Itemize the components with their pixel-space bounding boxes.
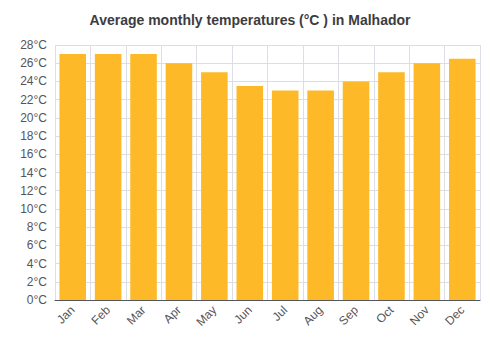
svg-text:16°C: 16°C bbox=[20, 147, 47, 161]
svg-text:24°C: 24°C bbox=[20, 74, 47, 88]
svg-text:Mar: Mar bbox=[124, 303, 149, 327]
svg-text:Apr: Apr bbox=[161, 303, 184, 326]
svg-text:2°C: 2°C bbox=[27, 275, 47, 289]
svg-text:20°C: 20°C bbox=[20, 111, 47, 125]
svg-text:Average monthly temperatures (: Average monthly temperatures (°C ) in Ma… bbox=[90, 12, 411, 28]
svg-text:14°C: 14°C bbox=[20, 166, 47, 180]
svg-text:6°C: 6°C bbox=[27, 238, 47, 252]
svg-text:12°C: 12°C bbox=[20, 184, 47, 198]
svg-text:Aug: Aug bbox=[301, 303, 326, 328]
svg-text:Nov: Nov bbox=[407, 303, 432, 328]
svg-text:8°C: 8°C bbox=[27, 220, 47, 234]
svg-text:Dec: Dec bbox=[442, 303, 467, 328]
svg-text:22°C: 22°C bbox=[20, 93, 47, 107]
svg-text:Feb: Feb bbox=[89, 303, 114, 328]
svg-text:May: May bbox=[193, 303, 219, 329]
svg-text:Jan: Jan bbox=[54, 303, 78, 327]
svg-text:26°C: 26°C bbox=[20, 56, 47, 70]
svg-text:28°C: 28°C bbox=[20, 38, 47, 52]
svg-text:18°C: 18°C bbox=[20, 129, 47, 143]
svg-text:Jun: Jun bbox=[231, 303, 255, 327]
svg-text:4°C: 4°C bbox=[27, 257, 47, 271]
svg-text:0°C: 0°C bbox=[27, 293, 47, 307]
svg-text:Oct: Oct bbox=[373, 303, 397, 327]
svg-text:Jul: Jul bbox=[269, 303, 290, 324]
svg-text:Sep: Sep bbox=[336, 303, 361, 328]
svg-text:10°C: 10°C bbox=[20, 202, 47, 216]
